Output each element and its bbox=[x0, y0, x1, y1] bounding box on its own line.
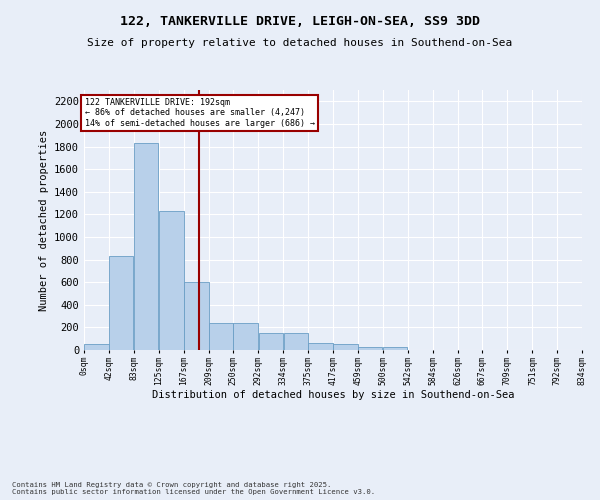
Bar bbox=[184, 282, 209, 350]
X-axis label: Distribution of detached houses by size in Southend-on-Sea: Distribution of detached houses by size … bbox=[152, 390, 514, 400]
Text: Size of property relative to detached houses in Southend-on-Sea: Size of property relative to detached ho… bbox=[88, 38, 512, 48]
Bar bbox=[358, 346, 382, 350]
Bar bbox=[308, 343, 333, 350]
Bar bbox=[333, 344, 358, 350]
Text: 122 TANKERVILLE DRIVE: 192sqm
← 86% of detached houses are smaller (4,247)
14% o: 122 TANKERVILLE DRIVE: 192sqm ← 86% of d… bbox=[85, 98, 314, 128]
Bar bbox=[109, 256, 133, 350]
Bar bbox=[383, 347, 407, 350]
Bar bbox=[134, 143, 158, 350]
Bar bbox=[209, 323, 233, 350]
Y-axis label: Number of detached properties: Number of detached properties bbox=[38, 130, 49, 310]
Text: 122, TANKERVILLE DRIVE, LEIGH-ON-SEA, SS9 3DD: 122, TANKERVILLE DRIVE, LEIGH-ON-SEA, SS… bbox=[120, 15, 480, 28]
Text: Contains HM Land Registry data © Crown copyright and database right 2025.
Contai: Contains HM Land Registry data © Crown c… bbox=[12, 482, 375, 495]
Bar bbox=[84, 344, 109, 350]
Bar bbox=[284, 333, 308, 350]
Bar bbox=[259, 333, 283, 350]
Bar bbox=[159, 211, 184, 350]
Bar bbox=[233, 323, 258, 350]
